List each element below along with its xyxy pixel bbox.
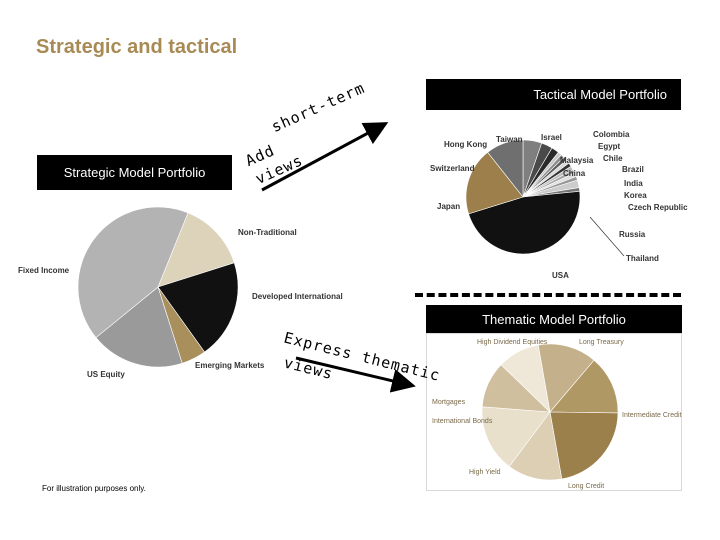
tactical-label-czech-republic: Czech Republic	[628, 203, 688, 212]
footnote: For illustration purposes only.	[42, 484, 146, 493]
short-term-arrow	[261, 122, 389, 192]
thematic-label-international-bonds: International Bonds	[432, 418, 493, 425]
tactical-slice-16	[487, 139, 524, 198]
tactical-label-china: China	[563, 169, 586, 178]
thematic-label-mortgages: Mortgages	[432, 399, 466, 406]
thematic-slice-2	[549, 411, 619, 480]
page-title: Strategic and tactical	[36, 36, 238, 58]
tactical-label-brazil: Brazil	[622, 165, 644, 174]
thematic-portfolio-label: Thematic Model Portfolio	[426, 305, 682, 333]
tactical-label-hong-kong: Hong Kong	[444, 140, 487, 149]
tactical-label-india: India	[624, 179, 643, 188]
thematic-label-high-dividend: High Dividend Equities	[477, 339, 548, 346]
strategic-slice-1	[157, 262, 239, 353]
strategic-slice-3	[95, 286, 183, 368]
tactical-slice-14	[468, 190, 581, 255]
strategic-label-emerging: Emerging Markets	[195, 361, 265, 370]
tactical-label-switzerland: Switzerland	[430, 164, 475, 173]
thematic-slice-4	[481, 406, 551, 467]
thematic-label-long-treasury: Long Treasury	[579, 339, 624, 346]
tactical-pie-chart	[465, 139, 581, 255]
thematic-pie-chart	[481, 343, 619, 481]
tactical-slice-15	[465, 151, 524, 215]
tactical-label-russia: Russia	[619, 230, 646, 239]
strategic-pie-chart	[77, 206, 239, 368]
thematic-slice-3	[508, 411, 563, 481]
thematic-slice-6	[500, 344, 551, 413]
tactical-label-taiwan: Taiwan	[496, 135, 523, 144]
thematic-slice-0	[537, 343, 595, 413]
tactical-label-chile: Chile	[603, 154, 623, 163]
strategic-portfolio-label: Strategic Model Portfolio	[37, 155, 232, 190]
tactical-portfolio-label: Tactical Model Portfolio	[426, 79, 681, 110]
strategic-label-fixed-income: Fixed Income	[18, 266, 70, 275]
developed-international-text: Developed International	[252, 292, 343, 301]
thematic-arrow	[295, 356, 416, 393]
tactical-label-colombia: Colombia	[593, 130, 630, 139]
strategic-slice-4	[77, 206, 189, 338]
tactical-label-egypt: Egypt	[598, 142, 621, 151]
tactical-label-japan: Japan	[437, 202, 460, 211]
strategic-label-us-equity: US Equity	[87, 370, 125, 379]
tactical-label-usa: USA	[552, 271, 569, 280]
tactical-label-korea: Korea	[624, 191, 647, 200]
strategic-slice-0	[157, 212, 235, 288]
strategic-label-nontraditional: Non-Traditional	[238, 228, 297, 237]
thailand-leader-line	[589, 216, 625, 257]
thematic-slice-1	[549, 359, 619, 414]
thematic-label-intermediate-credit: Intermediate Credit	[622, 412, 682, 419]
thematic-label-long-credit: Long Credit	[568, 483, 604, 490]
tactical-label-malaysia: Malaysia	[560, 156, 594, 165]
thematic-label-high-yield: High Yield	[469, 469, 501, 476]
section-divider	[415, 293, 681, 297]
tactical-label-thailand: Thailand	[626, 254, 659, 263]
strategic-label-developed: Developed International	[252, 292, 343, 301]
tactical-label-israel: Israel	[541, 133, 562, 142]
